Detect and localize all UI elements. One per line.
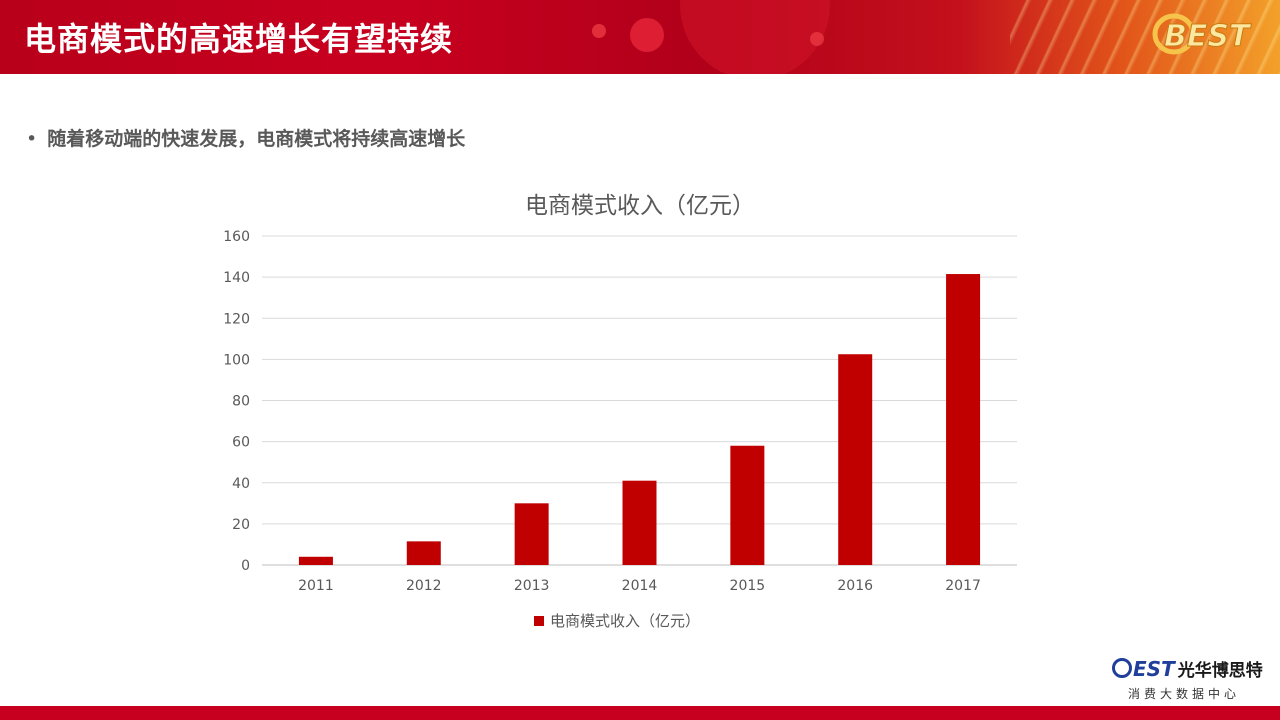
x-tick-label: 2013: [514, 578, 550, 594]
decorative-glow: [592, 24, 606, 38]
x-tick-label: 2014: [622, 578, 658, 594]
legend-swatch: [534, 615, 544, 626]
logo-circle-icon: [1112, 658, 1132, 678]
best-badge-logo: BEST: [1152, 8, 1262, 58]
bullet-dot: •: [26, 128, 38, 150]
bar: [406, 541, 441, 565]
y-tick-label: 80: [232, 394, 250, 410]
y-tick-label: 100: [223, 352, 250, 368]
footer-subtitle: 消费大数据中心: [1128, 687, 1241, 701]
x-tick-label: 2015: [730, 578, 766, 594]
y-tick-label: 0: [241, 558, 250, 574]
bar: [622, 480, 657, 565]
x-tick-label: 2011: [298, 578, 334, 594]
y-tick-label: 20: [232, 517, 250, 533]
y-tick-label: 160: [223, 229, 250, 245]
bottom-bar: [0, 706, 1280, 720]
header-banner: 电商模式的高速增长有望持续 BEST: [0, 0, 1280, 74]
x-tick-label: 2016: [837, 578, 873, 594]
legend-label: 电商模式收入（亿元）: [550, 612, 701, 630]
y-tick-label: 40: [232, 476, 250, 492]
footer-logo: EST 光华博思特: [1112, 656, 1263, 681]
decorative-glow: [630, 18, 664, 52]
page-title: 电商模式的高速增长有望持续: [24, 20, 454, 58]
bullet-text: 随着移动端的快速发展，电商模式将持续高速增长: [47, 128, 466, 150]
bullet-point: • 随着移动端的快速发展，电商模式将持续高速增长: [26, 124, 465, 151]
bar: [514, 503, 549, 565]
y-tick-label: 140: [223, 270, 250, 286]
y-tick-label: 120: [223, 311, 250, 327]
footer-best-wordmark: EST: [1112, 657, 1175, 681]
footer-brand-name: 光华博思特: [1177, 661, 1263, 681]
chart-legend: 电商模式收入（亿元）: [534, 610, 700, 631]
x-tick-label: 2017: [945, 578, 981, 594]
svg-text:BEST: BEST: [1164, 19, 1252, 54]
y-tick-label: 60: [232, 435, 250, 451]
bar: [838, 354, 873, 565]
x-tick-label: 2012: [406, 578, 442, 594]
decorative-glow: [810, 32, 824, 46]
bar: [946, 274, 981, 565]
chart-title: 电商模式收入（亿元）: [525, 193, 755, 219]
bar: [298, 556, 333, 565]
decorative-rays: [1010, 0, 1280, 74]
bar: [730, 445, 765, 565]
